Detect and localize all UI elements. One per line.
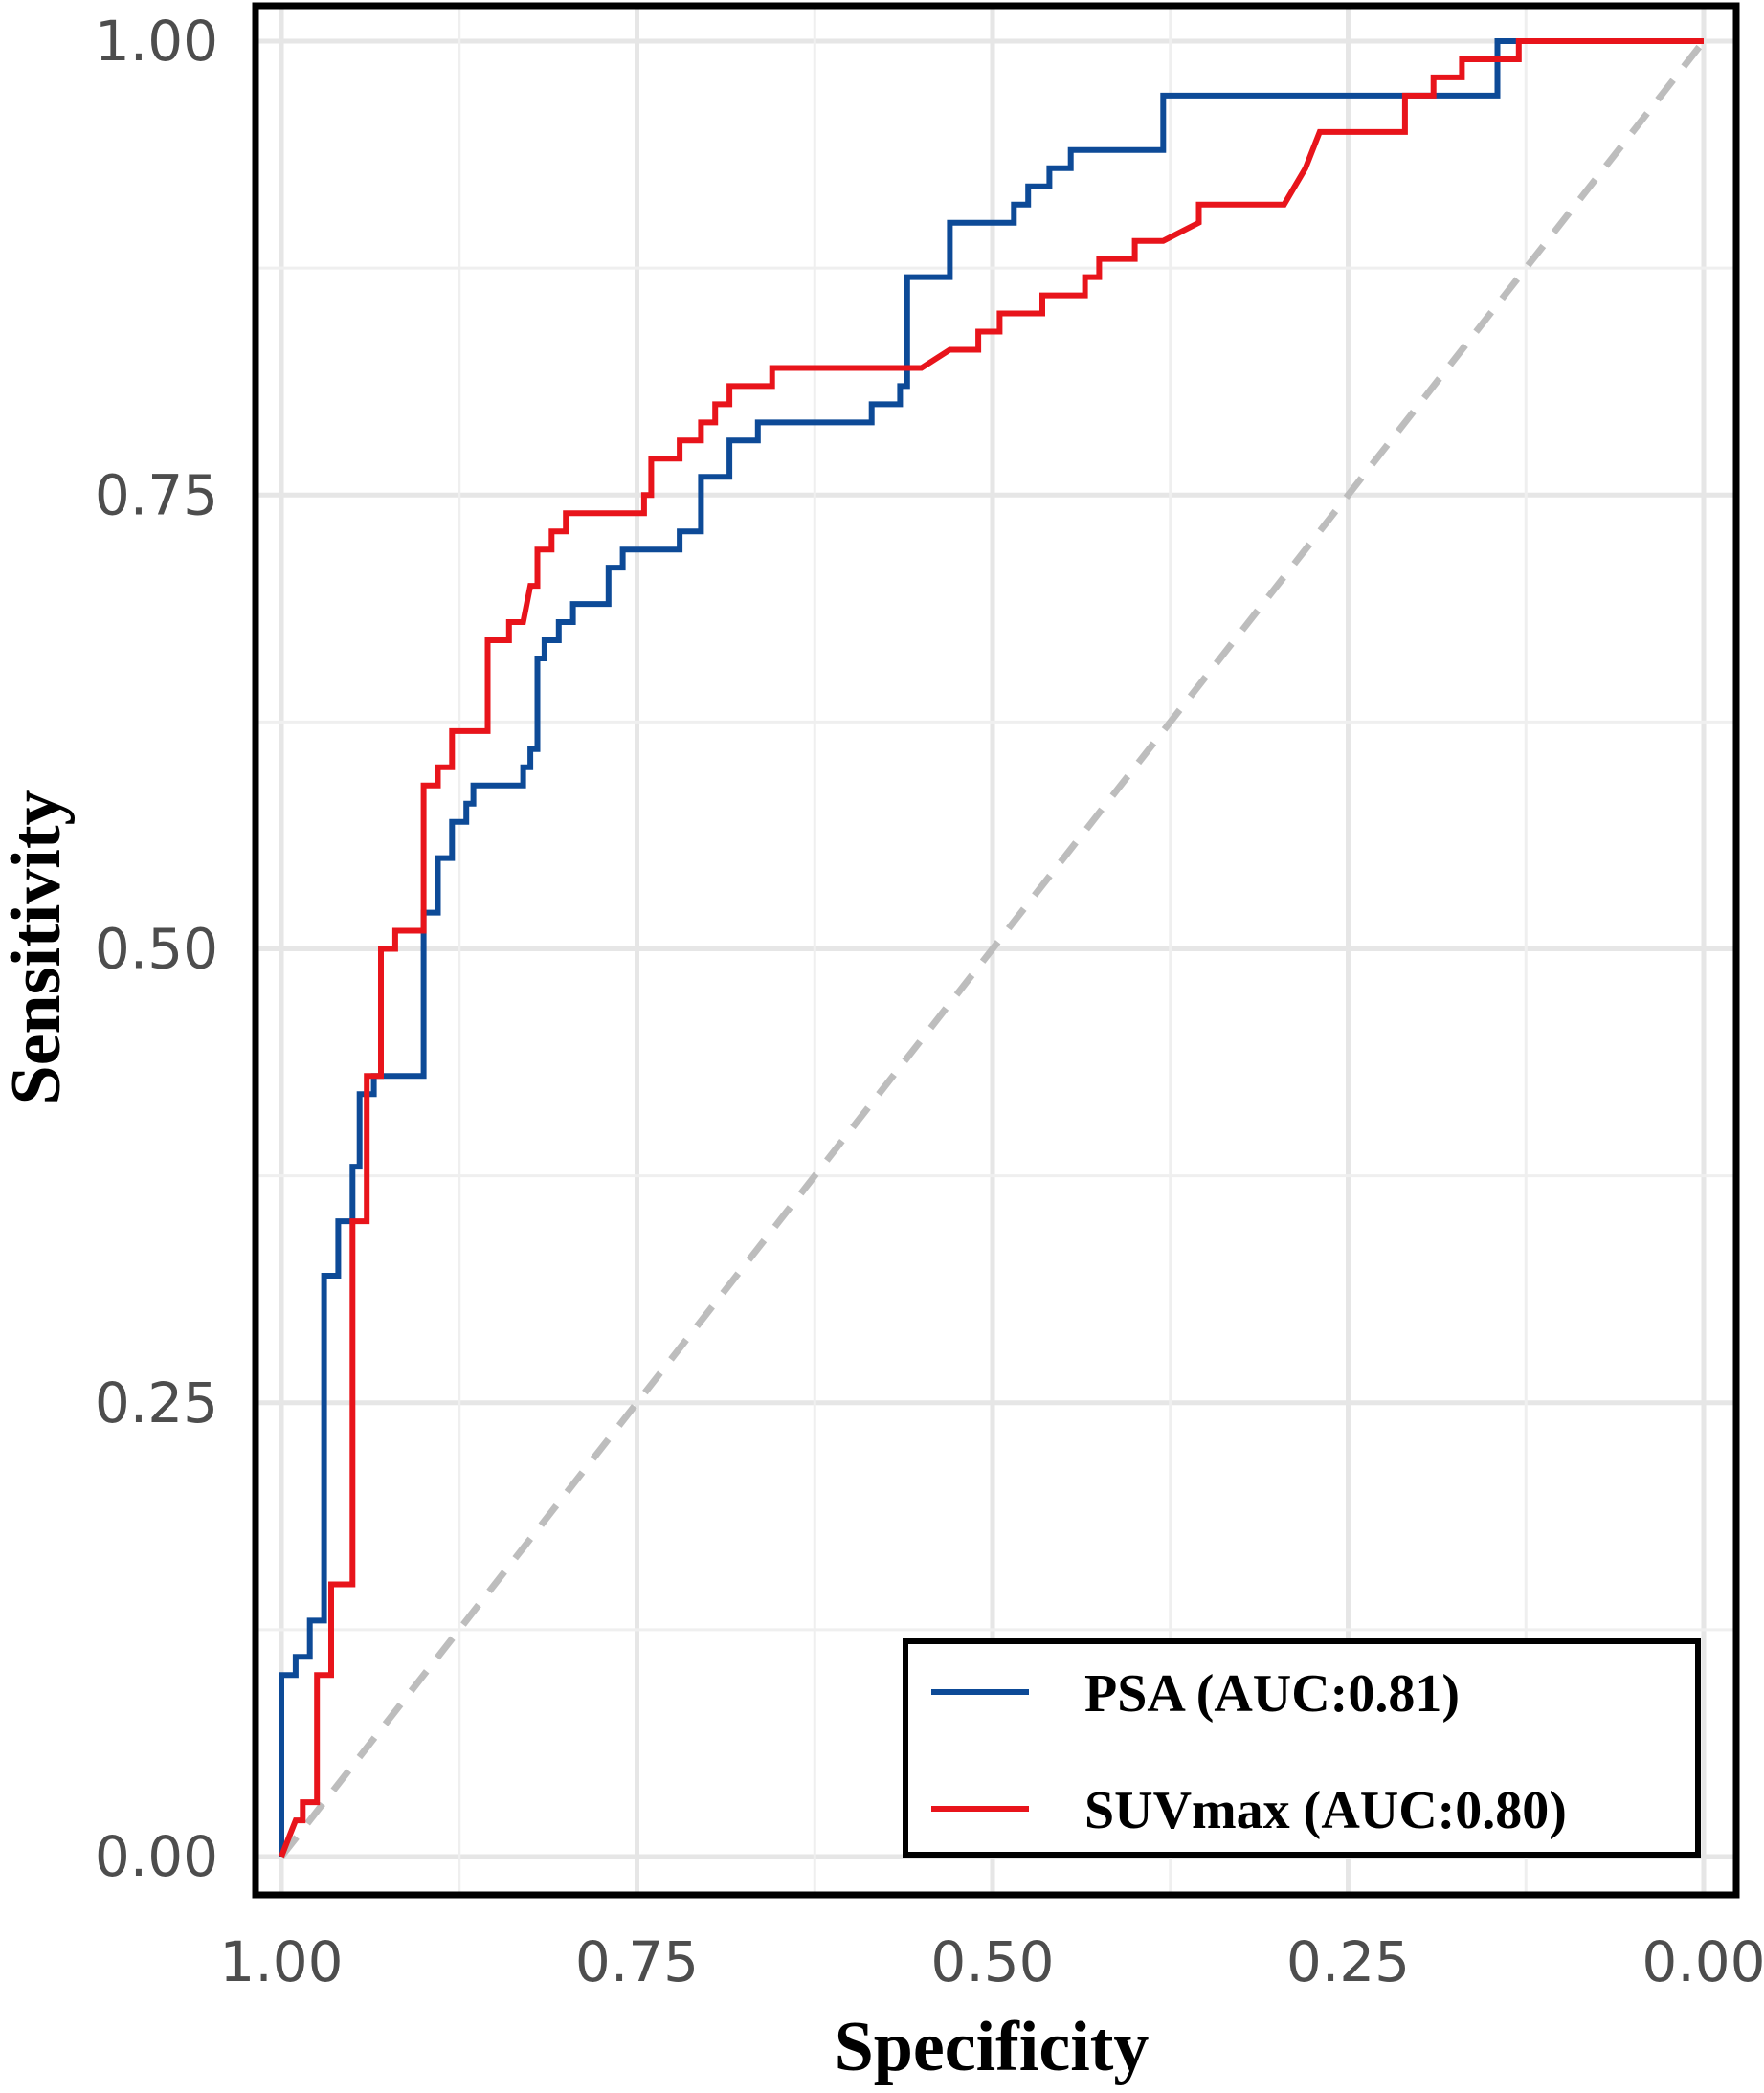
legend-label-suvmax: SUVmax (AUC:0.80) — [1084, 1781, 1567, 1840]
series-layer — [279, 38, 1704, 1859]
x-axis-tick-labels: 1.00 0.75 0.50 0.25 0.00 — [219, 1929, 1764, 1994]
y-tick-label-4: 1.00 — [95, 9, 218, 74]
y-tick-label-0: 0.00 — [95, 1824, 218, 1889]
roc-curve-suvmax — [279, 38, 1704, 1859]
x-tick-label-4: 0.00 — [1641, 1929, 1764, 1994]
x-axis-title: Specificity — [835, 2008, 1150, 2086]
x-tick-label-3: 0.25 — [1286, 1929, 1410, 1994]
reference-layer — [279, 38, 1707, 1859]
y-axis-title: Sensitivity — [0, 790, 76, 1105]
roc-curve-psa — [279, 38, 1704, 1857]
legend: PSA (AUC:0.81) SUVmax (AUC:0.80) — [903, 1638, 1701, 1858]
reference-diagonal-line — [279, 38, 1707, 1859]
x-tick-label-0: 1.00 — [219, 1929, 343, 1994]
y-axis-tick-labels: 0.00 0.25 0.50 0.75 1.00 — [95, 9, 218, 1889]
legend-box — [903, 1638, 1701, 1858]
x-tick-label-2: 0.50 — [930, 1929, 1054, 1994]
y-tick-label-3: 0.75 — [95, 462, 218, 527]
y-tick-label-2: 0.50 — [95, 917, 218, 982]
x-tick-label-1: 0.75 — [575, 1929, 699, 1994]
y-tick-label-1: 0.25 — [95, 1370, 218, 1436]
legend-label-psa: PSA (AUC:0.81) — [1084, 1664, 1460, 1724]
plot-frame — [252, 2, 1740, 1899]
